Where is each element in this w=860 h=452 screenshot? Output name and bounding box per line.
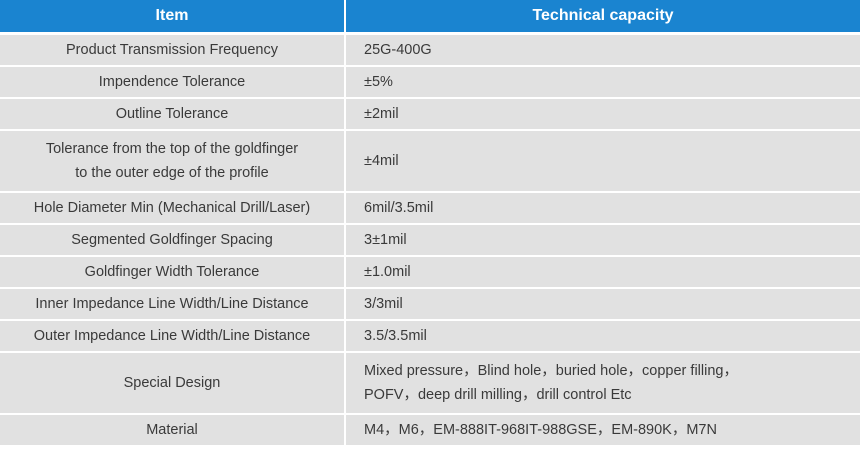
- capacity-text: ±5%: [364, 74, 393, 90]
- item-text: Hole Diameter Min (Mechanical Drill/Lase…: [33, 200, 311, 216]
- item-text: Outer Impedance Line Width/Line Distance: [33, 328, 311, 344]
- table-header-row: Item Technical capacity: [0, 0, 860, 35]
- capacity-text: 6mil/3.5mil: [364, 200, 434, 216]
- capacity-cell: Mixed pressure，Blind hole，buried hole，co…: [345, 352, 860, 415]
- item-text: Impendence Tolerance: [98, 74, 246, 90]
- table-row: Inner Impedance Line Width/Line Distance…: [0, 288, 860, 321]
- table-row: Impendence Tolerance ±5%: [0, 66, 860, 99]
- capacity-text: ±1.0mil: [364, 264, 411, 280]
- capacity-text: 3±1mil: [364, 232, 407, 248]
- item-text: Tolerance from the top of the goldfinger: [45, 141, 299, 157]
- table-row: Material M4，M6，EM-888IT-968IT-988GSE，EM-…: [0, 414, 860, 445]
- capacity-text: M4，M6，EM-888IT-968IT-988GSE，EM-890K，M7N: [364, 422, 717, 438]
- table-row: Product Transmission Frequency 25G-400G: [0, 33, 860, 67]
- item-cell: Goldfinger Width Tolerance: [0, 256, 346, 289]
- item-text: to the outer edge of the profile: [75, 165, 269, 181]
- capacity-cell: ±2mil: [345, 98, 860, 131]
- header-technical-capacity: Technical capacity: [345, 0, 860, 35]
- table-row: Goldfinger Width Tolerance ±1.0mil: [0, 256, 860, 289]
- item-cell: Outer Impedance Line Width/Line Distance: [0, 320, 346, 353]
- table-row: Tolerance from the top of the goldfinger…: [0, 130, 860, 193]
- capacity-text: Mixed pressure，Blind hole，buried hole，co…: [364, 363, 738, 379]
- item-text: Inner Impedance Line Width/Line Distance: [35, 296, 309, 312]
- capacity-text: ±2mil: [364, 106, 399, 122]
- item-cell: Material: [0, 414, 346, 445]
- capacity-cell: ±1.0mil: [345, 256, 860, 289]
- item-cell: Hole Diameter Min (Mechanical Drill/Lase…: [0, 192, 346, 225]
- capacity-cell: 3±1mil: [345, 224, 860, 257]
- item-text: Product Transmission Frequency: [66, 42, 278, 58]
- table-row: Segmented Goldfinger Spacing 3±1mil: [0, 224, 860, 257]
- capacity-text: 25G-400G: [364, 42, 432, 58]
- table-row: Hole Diameter Min (Mechanical Drill/Lase…: [0, 192, 860, 225]
- table-row: Outline Tolerance ±2mil: [0, 98, 860, 131]
- capacity-text: 3.5/3.5mil: [364, 328, 427, 344]
- capacity-cell: 6mil/3.5mil: [345, 192, 860, 225]
- capacity-text: POFV，deep drill milling，drill control Et…: [364, 387, 632, 403]
- table-row: Outer Impedance Line Width/Line Distance…: [0, 320, 860, 353]
- capacity-cell: 3.5/3.5mil: [345, 320, 860, 353]
- item-text: Material: [146, 422, 198, 438]
- capacity-cell: 3/3mil: [345, 288, 860, 321]
- item-cell: Segmented Goldfinger Spacing: [0, 224, 346, 257]
- item-text: Segmented Goldfinger Spacing: [71, 232, 273, 248]
- header-item: Item: [0, 0, 346, 35]
- item-cell: Special Design: [0, 352, 346, 415]
- item-cell: Outline Tolerance: [0, 98, 346, 131]
- table-row: Special Design Mixed pressure，Blind hole…: [0, 352, 860, 415]
- item-text: Special Design: [123, 375, 221, 391]
- capacity-cell: 25G-400G: [345, 33, 860, 67]
- capacity-text: ±4mil: [364, 153, 399, 169]
- capacity-cell: ±5%: [345, 66, 860, 99]
- item-cell: Product Transmission Frequency: [0, 33, 346, 67]
- item-cell: Inner Impedance Line Width/Line Distance: [0, 288, 346, 321]
- capacity-cell: ±4mil: [345, 130, 860, 193]
- item-cell: Impendence Tolerance: [0, 66, 346, 99]
- item-text: Goldfinger Width Tolerance: [84, 264, 260, 280]
- item-text: Outline Tolerance: [115, 106, 229, 122]
- capacity-cell: M4，M6，EM-888IT-968IT-988GSE，EM-890K，M7N: [345, 414, 860, 445]
- item-cell: Tolerance from the top of the goldfinger…: [0, 130, 346, 193]
- capacity-text: 3/3mil: [364, 296, 403, 312]
